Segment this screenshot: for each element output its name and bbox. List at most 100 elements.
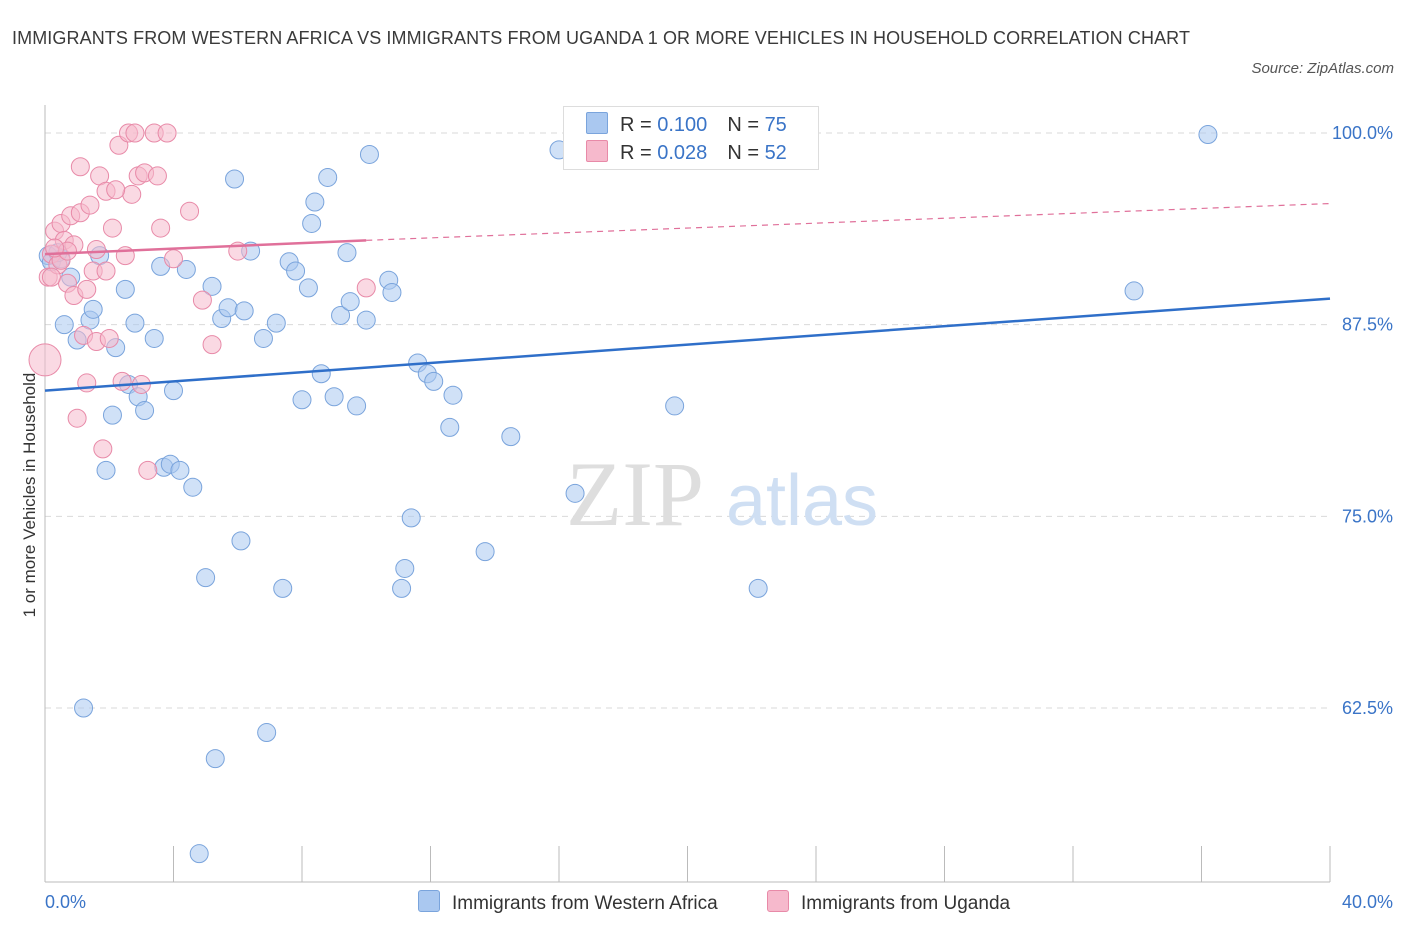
uganda-point [147,166,167,186]
western-africa-point [218,298,238,318]
y-axis-label: 1 or more Vehicles in Household [20,372,39,618]
western-africa-point [424,371,444,391]
western-africa-point [395,558,415,578]
legend-n-value: 75 [764,114,787,136]
uganda-point [99,328,119,348]
western-africa-point [225,169,245,189]
x-tick-label: 0.0% [45,892,86,912]
uganda-point [138,460,158,480]
bottom-legend-western-africa: Immigrants from Western Africa [418,890,718,915]
western-africa-point [359,144,379,164]
bottom-legend-uganda: Immigrants from Uganda [767,890,1010,915]
western-africa-point [266,313,286,333]
western-africa-point [347,396,367,416]
western-africa-point [234,301,254,321]
western-africa-trend-line [44,297,1331,392]
western-africa-point [292,390,312,410]
western-africa-point [257,723,277,743]
western-africa-point [83,299,103,319]
western-africa-point [74,698,94,718]
legend-n-label: N = [727,114,765,136]
y-tick-label: 62.5% [1342,698,1393,718]
bottom-legend-swatch-blue [418,890,440,912]
tick-labels: 62.5% 75.0% 87.5% 100.0% 0.0% 40.0% [45,123,1393,912]
source-label: Source: ZipAtlas.com [1251,60,1394,77]
y-tick-label: 75.0% [1342,506,1393,526]
uganda-trend-line [44,239,367,256]
western-africa-point [164,381,183,401]
bottom-legend-swatch-pink [767,890,789,912]
correlation-legend: R = 0.100 N = 75 R = 0.028 N = 52 [563,106,819,170]
uganda-point [28,343,62,377]
uganda-point [96,261,116,281]
data-points [28,123,1218,864]
western-africa-point [501,427,521,447]
western-africa-point [205,749,225,769]
legend-n-value: 52 [764,142,787,164]
western-africa-point [443,385,463,405]
uganda-point [67,408,87,428]
western-africa-point [401,508,421,528]
western-africa-point [170,460,190,480]
western-africa-point [253,328,273,348]
western-africa-point [337,243,357,263]
western-africa-point [202,276,222,296]
uganda-point [77,279,97,299]
western-africa-point [125,313,145,333]
western-africa-point [382,282,402,302]
legend-n-label: N = [727,142,765,164]
legend-row-uganda: R = 0.028 N = 52 [586,140,787,166]
y-tick-label: 100.0% [1332,123,1393,143]
legend-swatch-pink [586,140,608,162]
western-africa-point [318,167,338,187]
western-africa-point [665,396,685,416]
western-africa-point [135,401,155,421]
uganda-point [112,371,132,391]
bottom-legend-label: Immigrants from Uganda [801,893,1011,914]
uganda-point [356,278,376,298]
uganda-point [106,180,126,200]
western-africa-point [305,192,325,212]
western-africa-point [302,213,322,233]
western-africa-point [392,578,412,598]
watermark-zip: ZIP [566,443,704,545]
western-africa-point [189,844,209,864]
western-africa-point [340,292,360,312]
uganda-point [151,218,171,238]
uganda-point [164,249,183,269]
uganda-point [80,195,100,215]
axes [44,105,1331,883]
watermark-atlas: atlas [726,461,878,541]
western-africa-point [324,387,344,407]
western-africa-point [356,310,376,330]
chart-title: IMMIGRANTS FROM WESTERN AFRICA VS IMMIGR… [12,28,1191,48]
western-africa-point [96,460,116,480]
western-africa-point [1124,281,1144,301]
uganda-point [192,290,212,310]
western-africa-point [54,315,74,335]
uganda-point [70,157,90,177]
legend-swatch-blue [586,112,608,134]
western-africa-point [748,578,768,598]
western-africa-point [286,261,306,281]
western-africa-point [115,279,135,299]
bottom-legend-label: Immigrants from Western Africa [452,893,718,914]
western-africa-point [298,278,318,298]
trend-lines [44,202,1331,392]
uganda-point [125,123,145,143]
legend-r-value: 0.028 [657,142,708,164]
uganda-point [93,439,113,459]
western-africa-point [231,531,251,551]
western-africa-point [440,417,460,437]
western-africa-point [565,483,585,503]
x-tick-label: 40.0% [1342,892,1393,912]
legend-r-value: 0.100 [657,114,708,136]
gridlines [45,132,1330,709]
western-africa-point [475,542,495,562]
western-africa-point [273,578,293,598]
uganda-point [202,335,222,355]
western-africa-point [144,328,164,348]
western-africa-point [1198,125,1218,145]
uganda-point [157,123,177,143]
